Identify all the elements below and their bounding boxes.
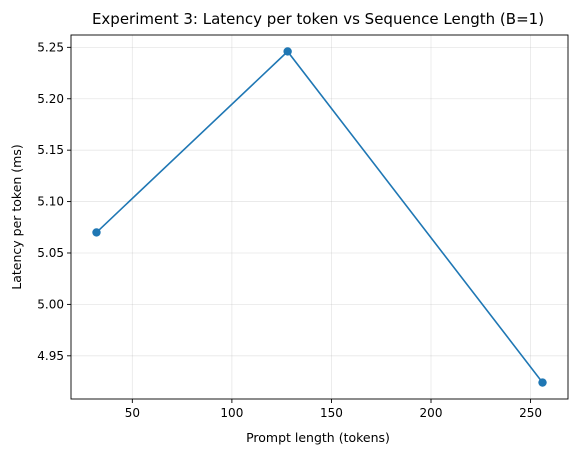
data-point	[283, 47, 292, 56]
y-tick-label: 4.95	[37, 349, 64, 363]
x-tick-label: 50	[125, 406, 140, 420]
y-tick-label: 5.25	[37, 40, 64, 54]
y-tick-label: 5.15	[37, 143, 64, 157]
data-point	[538, 378, 547, 387]
x-tick-label: 100	[220, 406, 243, 420]
chart-title: Experiment 3: Latency per token vs Seque…	[92, 10, 544, 28]
y-tick-label: 5.20	[37, 92, 64, 106]
grid	[71, 35, 568, 399]
y-tick-label: 5.05	[37, 246, 64, 260]
y-tick-label: 5.00	[37, 297, 64, 311]
x-tick-label: 150	[320, 406, 343, 420]
series-layer	[92, 47, 547, 387]
x-tick-label: 250	[519, 406, 542, 420]
plot-frame	[70, 34, 569, 400]
x-axis-label: Prompt length (tokens)	[246, 430, 390, 445]
data-point	[92, 228, 101, 237]
y-axis-label: Latency per token (ms)	[9, 144, 24, 290]
y-tick-label: 5.10	[37, 195, 64, 209]
y-axis-ticks: 4.95 5.00 5.05 5.10 5.15 5.20 5.25	[37, 40, 71, 363]
x-tick-label: 200	[420, 406, 443, 420]
series-line	[95, 50, 544, 383]
x-axis-ticks: 50 100 150 200 250	[125, 399, 542, 420]
